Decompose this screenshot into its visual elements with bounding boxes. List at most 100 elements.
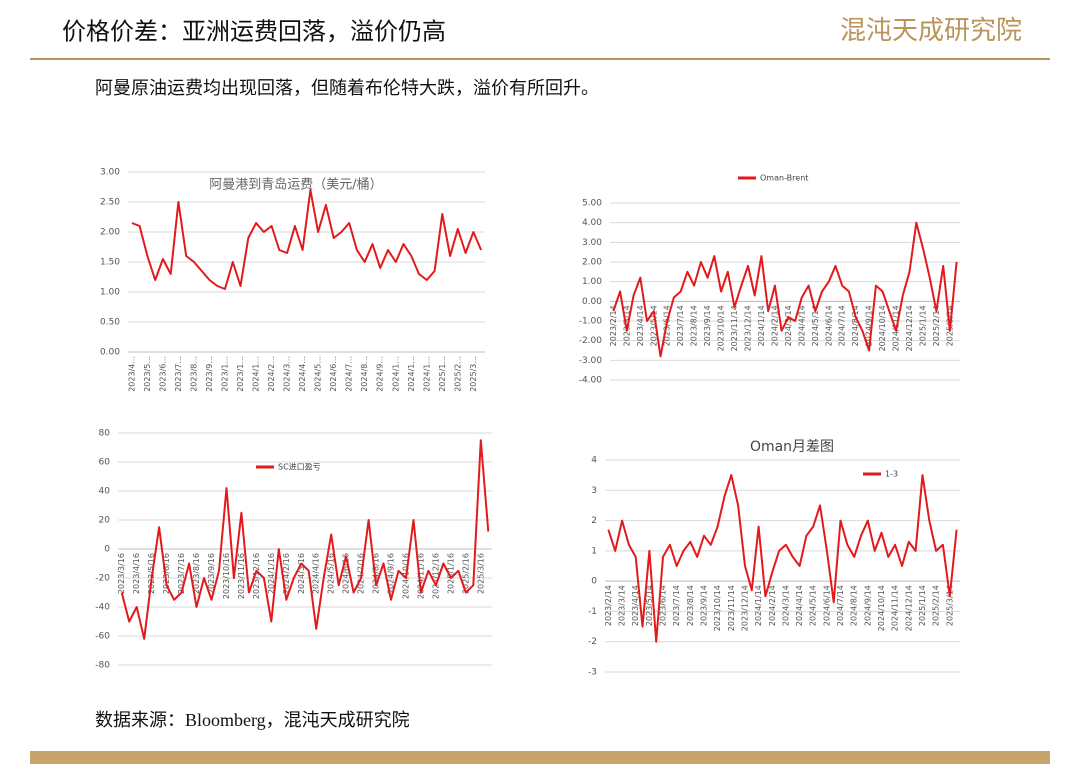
y-tick-label: 0.00 bbox=[582, 297, 602, 307]
x-tick-label: 2023/11/16 bbox=[237, 553, 246, 599]
x-tick-label: 2023/8... bbox=[190, 356, 199, 392]
footer-bar bbox=[30, 751, 1050, 764]
x-tick-label: 2024/7... bbox=[345, 356, 354, 392]
x-tick-label: 2024/5/16 bbox=[327, 553, 336, 594]
logo: 混沌天成研究院 bbox=[840, 16, 1022, 45]
x-tick-label: 2023/7... bbox=[174, 356, 183, 392]
x-tick-label: 2023/8/14 bbox=[686, 585, 695, 626]
y-tick-label: -80 bbox=[95, 661, 110, 671]
x-tick-label: 2024/1... bbox=[391, 356, 400, 392]
x-tick-label: 2025/2/16 bbox=[461, 553, 470, 594]
x-tick-label: 2024/3... bbox=[283, 356, 292, 392]
x-tick-label: 2024/12/16 bbox=[431, 553, 440, 599]
y-tick-label: -2 bbox=[588, 637, 597, 647]
x-tick-label: 2023/9/14 bbox=[703, 305, 712, 346]
x-tick-label: 2023/7/16 bbox=[177, 553, 186, 594]
x-tick-label: 2024/9/16 bbox=[387, 553, 396, 594]
y-tick-label: 3.00 bbox=[582, 238, 602, 248]
x-tick-label: 2024/3/16 bbox=[297, 553, 306, 594]
x-tick-label: 2024/9/14 bbox=[863, 585, 872, 626]
x-tick-label: 2025/2/14 bbox=[932, 585, 941, 626]
x-tick-label: 2024/2... bbox=[267, 356, 276, 392]
y-tick-label: 1.50 bbox=[100, 258, 120, 268]
x-tick-label: 2024/7/14 bbox=[838, 305, 847, 346]
y-tick-label: -4.00 bbox=[579, 376, 603, 386]
x-tick-label: 2024/6/16 bbox=[342, 553, 351, 594]
x-tick-label: 2024/5/14 bbox=[811, 305, 820, 346]
chart-title: Oman月差图 bbox=[750, 439, 834, 455]
x-tick-label: 2023/3/16 bbox=[117, 553, 126, 594]
data-line bbox=[131, 189, 483, 290]
y-tick-label: 80 bbox=[99, 429, 111, 439]
x-tick-label: 2023/5/14 bbox=[645, 585, 654, 626]
x-tick-label: 2024/11/14 bbox=[891, 585, 900, 631]
y-tick-label: 60 bbox=[99, 458, 111, 468]
x-tick-label: 2023/4... bbox=[127, 356, 136, 392]
x-tick-label: 2023/5/14 bbox=[649, 305, 658, 346]
y-tick-label: -3 bbox=[588, 668, 597, 678]
y-tick-label: 4 bbox=[591, 456, 597, 466]
y-tick-label: -60 bbox=[95, 632, 110, 642]
x-tick-label: 2024/1... bbox=[422, 356, 431, 392]
x-tick-label: 2023/11/14 bbox=[727, 585, 736, 631]
x-tick-label: 2024/1/14 bbox=[754, 585, 763, 626]
y-tick-label: 1 bbox=[591, 546, 597, 556]
subtitle: 阿曼原油运费均出现回落，但随着布伦特大跌，溢价有所回升。 bbox=[95, 78, 599, 98]
legend-label: SC进口盈亏 bbox=[278, 463, 321, 472]
x-tick-label: 2024/4... bbox=[298, 356, 307, 392]
y-tick-label: 1.00 bbox=[100, 288, 120, 298]
x-tick-label: 2025/1... bbox=[438, 356, 447, 392]
y-tick-label: 20 bbox=[99, 516, 111, 526]
y-tick-label: 2.50 bbox=[100, 198, 120, 208]
x-tick-label: 2023/10/16 bbox=[222, 553, 231, 599]
x-tick-label: 2024/7/14 bbox=[836, 585, 845, 626]
y-tick-label: -1 bbox=[588, 607, 597, 617]
y-tick-label: 0.50 bbox=[100, 318, 120, 328]
x-tick-label: 2024/2/16 bbox=[282, 553, 291, 594]
data-line bbox=[120, 439, 490, 640]
x-tick-label: 2023/2/14 bbox=[604, 585, 613, 626]
x-tick-label: 2023/11/14 bbox=[730, 305, 739, 351]
slide-title: 价格价差：亚洲运费回落，溢价仍高 bbox=[62, 19, 446, 46]
x-tick-label: 2024/6/14 bbox=[822, 585, 831, 626]
legend-label: 1-3 bbox=[885, 470, 898, 479]
x-tick-label: 2025/1/14 bbox=[919, 305, 928, 346]
x-tick-label: 2023/5... bbox=[143, 356, 152, 392]
x-tick-label: 2023/4/16 bbox=[132, 553, 141, 594]
x-tick-label: 2023/2/14 bbox=[609, 305, 618, 346]
x-tick-label: 2023/12/16 bbox=[252, 553, 261, 599]
x-tick-label: 2023/12/14 bbox=[744, 305, 753, 351]
x-tick-label: 2023/6/14 bbox=[659, 585, 668, 626]
x-tick-label: 2023/6/16 bbox=[162, 553, 171, 594]
y-tick-label: 0 bbox=[591, 577, 597, 587]
x-tick-label: 2023/6... bbox=[158, 356, 167, 392]
source: 数据来源：Bloomberg，混沌天成研究院 bbox=[95, 710, 410, 730]
x-tick-label: 2024/1/14 bbox=[757, 305, 766, 346]
x-tick-label: 2024/2/14 bbox=[770, 305, 779, 346]
x-tick-label: 2024/9... bbox=[376, 356, 385, 392]
y-tick-label: -1.00 bbox=[579, 317, 603, 327]
data-line bbox=[607, 474, 958, 643]
x-tick-label: 2023/12/14 bbox=[741, 585, 750, 631]
x-tick-label: 2024/8/14 bbox=[850, 585, 859, 626]
x-tick-label: 2023/10/14 bbox=[713, 585, 722, 631]
x-tick-label: 2023/4/14 bbox=[636, 305, 645, 346]
y-tick-label: 40 bbox=[99, 487, 111, 497]
x-tick-label: 2025/3/16 bbox=[476, 553, 485, 594]
x-tick-label: 2024/11/16 bbox=[416, 553, 425, 599]
x-tick-label: 2024/3/14 bbox=[784, 305, 793, 346]
y-tick-label: 0 bbox=[104, 545, 110, 555]
y-tick-label: 2 bbox=[591, 516, 597, 526]
x-tick-label: 2024/4/14 bbox=[797, 305, 806, 346]
y-tick-label: 2.00 bbox=[100, 228, 120, 238]
data-line bbox=[612, 221, 958, 358]
x-tick-label: 2023/9/14 bbox=[700, 585, 709, 626]
x-tick-label: 2023/7/14 bbox=[676, 305, 685, 346]
x-tick-label: 2024/2/14 bbox=[768, 585, 777, 626]
x-tick-label: 2024/12/14 bbox=[905, 305, 914, 351]
x-tick-label: 2024/5... bbox=[314, 356, 323, 392]
x-tick-label: 2024/4/16 bbox=[312, 553, 321, 594]
x-tick-label: 2023/1... bbox=[236, 356, 245, 392]
x-tick-label: 2024/10/14 bbox=[878, 305, 887, 351]
x-tick-label: 2024/8/14 bbox=[851, 305, 860, 346]
